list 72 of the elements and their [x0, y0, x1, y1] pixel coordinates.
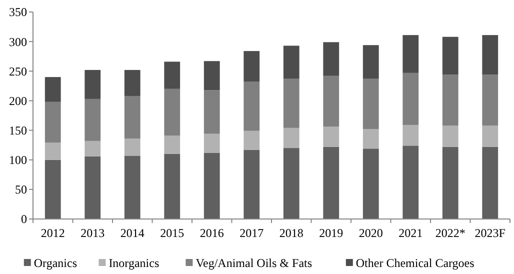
bar: [283, 46, 300, 79]
x-tick-label: 2023F: [474, 226, 506, 240]
bar: [442, 74, 458, 126]
bar: [84, 98, 101, 141]
bar: [283, 148, 300, 219]
bar: [124, 96, 140, 139]
bar: [362, 148, 379, 219]
bar: [44, 160, 61, 219]
bar: [44, 77, 61, 102]
bar: [323, 42, 340, 76]
bar: [124, 156, 140, 219]
y-tick-label: 100: [9, 153, 27, 168]
bar: [323, 76, 340, 127]
bar: [244, 130, 260, 150]
x-tick-label: 2021: [398, 226, 423, 240]
legend-label: Organics: [34, 256, 78, 270]
bar: [84, 140, 101, 156]
bar: [442, 36, 458, 75]
bar: [164, 136, 180, 154]
y-tick-label: 300: [9, 34, 27, 49]
y-tick-label: 200: [9, 94, 27, 108]
bar: [204, 152, 220, 219]
x-tick-label: 2016: [200, 226, 224, 240]
bar: [244, 51, 260, 82]
bar: [362, 129, 379, 149]
x-tick-label: 2018: [279, 226, 304, 240]
bar: [402, 124, 419, 146]
bar: [124, 138, 140, 156]
x-tick-label: 2017: [240, 226, 264, 240]
y-tick-label: 250: [9, 64, 27, 78]
legend-label: Inorganics: [108, 256, 160, 270]
bar: [44, 142, 61, 160]
bar: [84, 70, 101, 99]
bar: [362, 78, 379, 130]
bar: [164, 154, 180, 219]
bar: [283, 78, 300, 128]
x-tick-label: 2013: [80, 226, 105, 240]
bar: [164, 62, 180, 89]
bar: [164, 88, 180, 136]
bar: [402, 146, 419, 219]
x-tick-label: 2019: [319, 226, 344, 240]
bar: [482, 35, 498, 75]
y-tick-label: 0: [21, 212, 27, 226]
bar: [244, 82, 260, 131]
x-tick-label: 2020: [358, 226, 383, 240]
legend-label: Other Chemical Cargoes: [356, 256, 475, 270]
bar: [402, 35, 419, 73]
x-tick-label: 2014: [120, 226, 144, 240]
bar: [204, 90, 220, 134]
x-tick-label: 2015: [160, 226, 184, 240]
bar: [482, 146, 498, 219]
bar: [204, 61, 220, 90]
bar: [124, 70, 140, 96]
y-tick-label: 150: [9, 123, 27, 138]
bar: [482, 74, 498, 126]
x-tick-label: 2012: [40, 226, 65, 240]
bar: [402, 72, 419, 125]
bar: [482, 126, 498, 147]
y-tick-label: 350: [9, 5, 27, 20]
bar: [204, 134, 220, 153]
x-tick-label: 2022*: [435, 226, 466, 240]
bar: [442, 126, 458, 147]
y-tick-label: 50: [15, 182, 27, 197]
bar: [44, 102, 61, 143]
bar: [442, 146, 458, 219]
bar: [323, 126, 340, 147]
bar: [362, 45, 379, 79]
bar: [84, 156, 101, 219]
bar: [323, 146, 340, 219]
bar: [244, 150, 260, 219]
bar: [283, 128, 300, 148]
legend-label: Veg/Animal Oils & Fats: [196, 256, 312, 270]
